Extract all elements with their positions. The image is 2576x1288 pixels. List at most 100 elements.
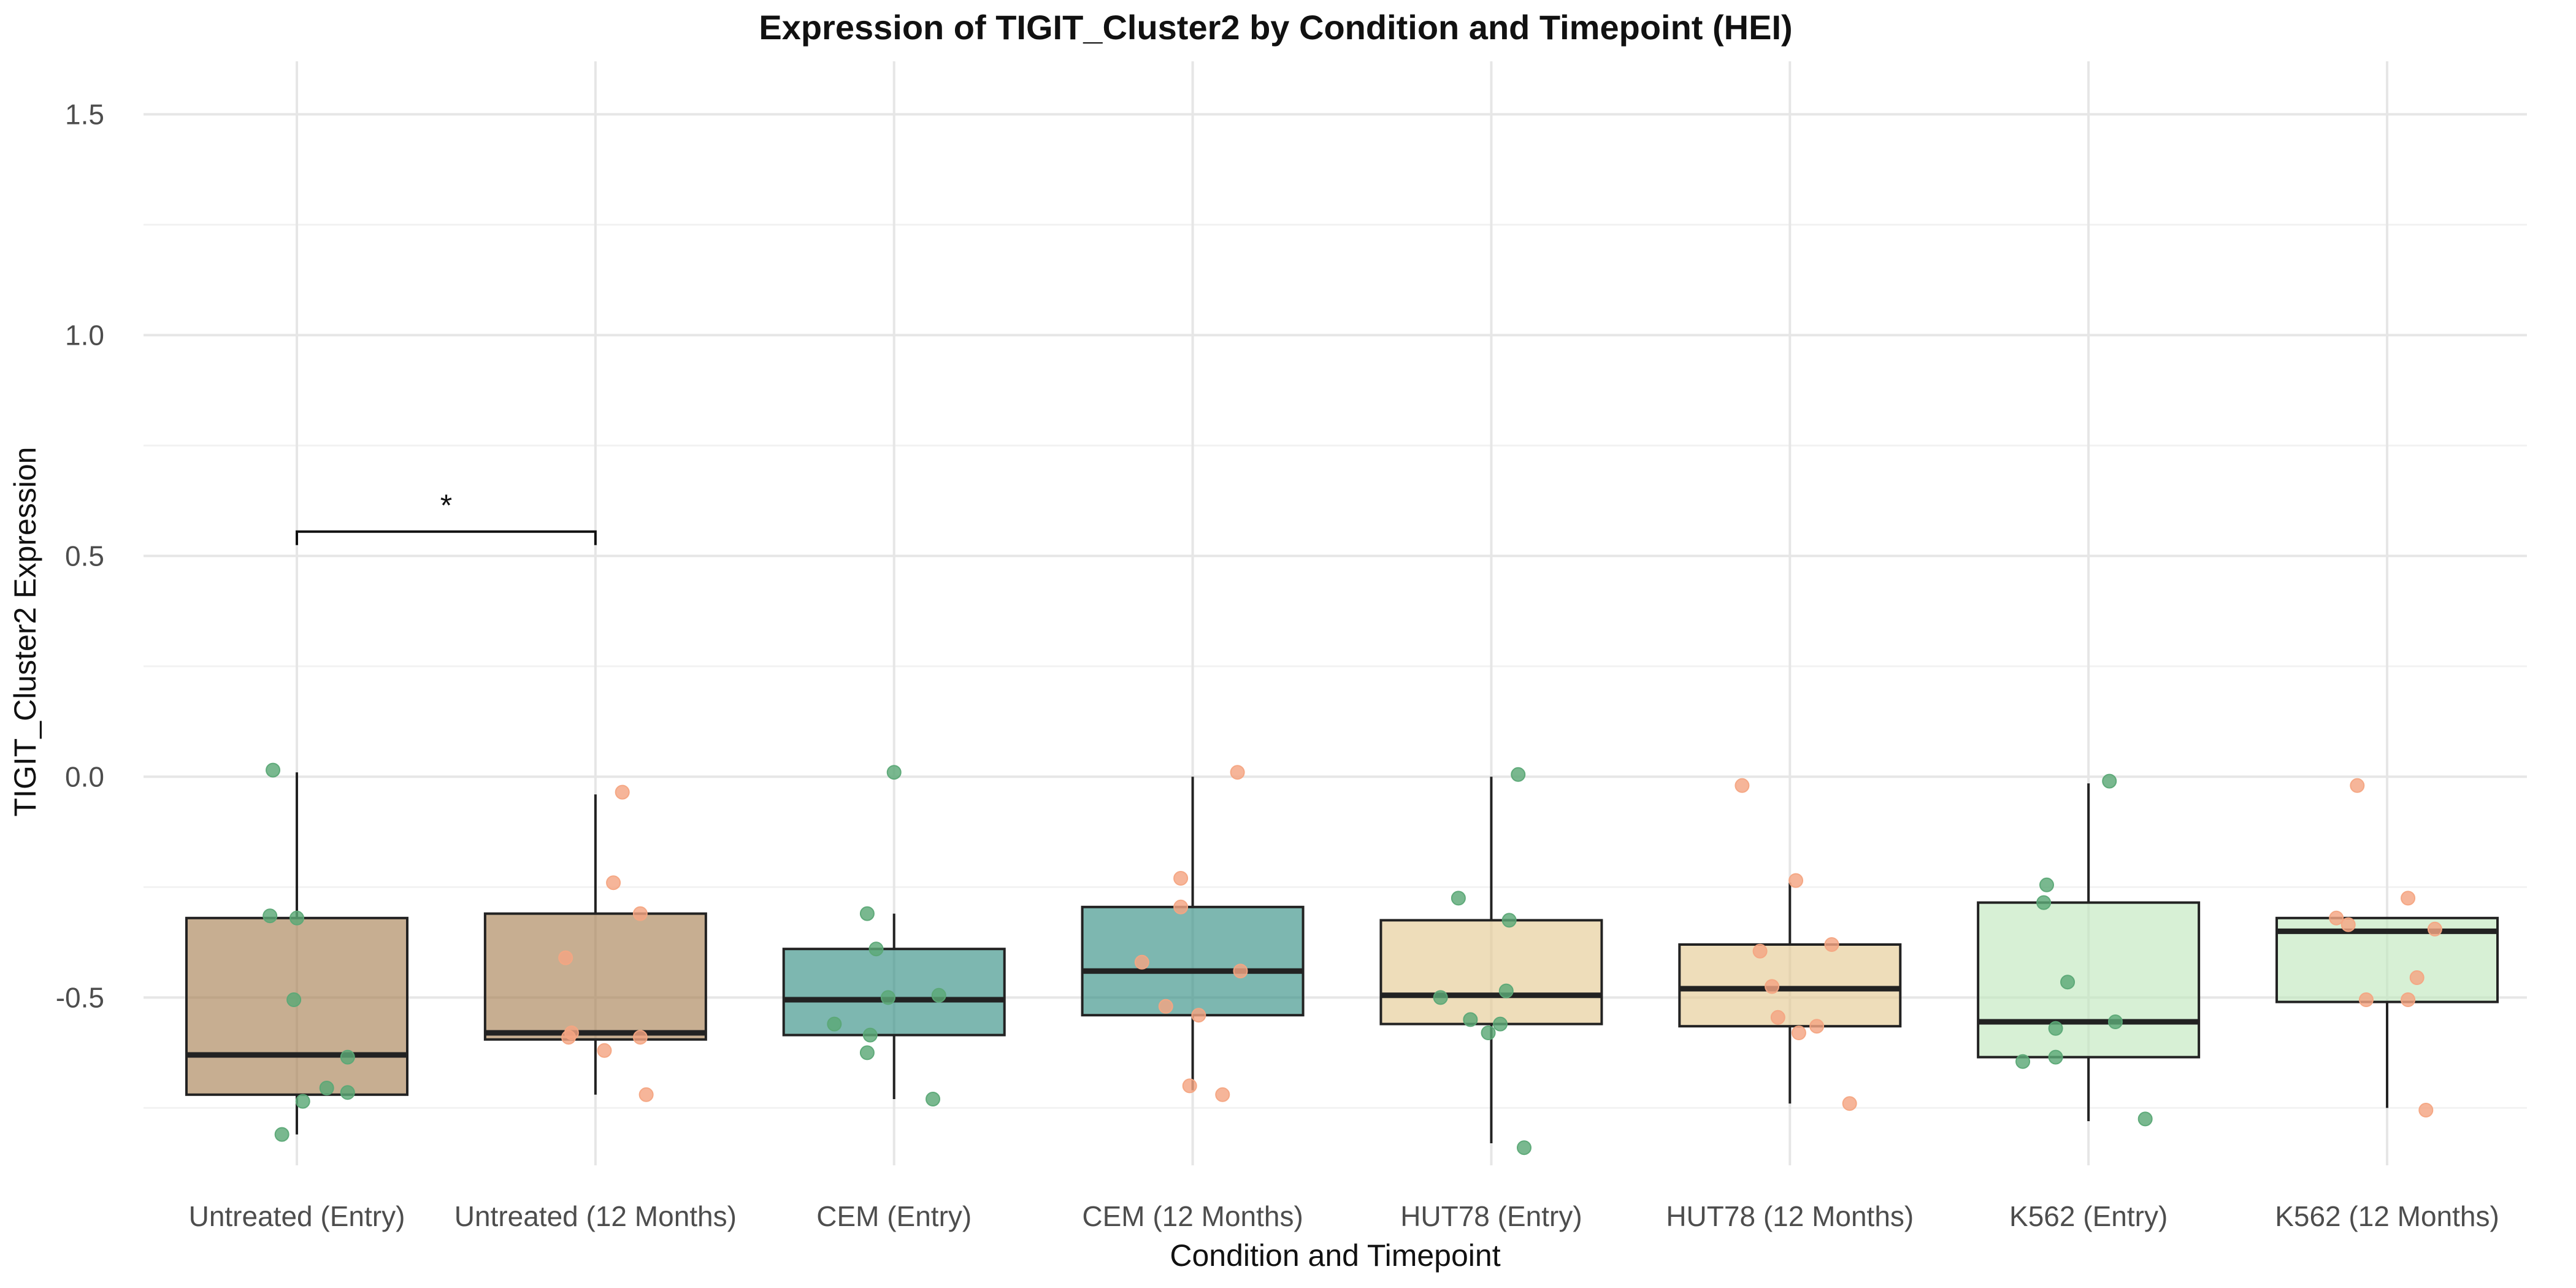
data-point [931,987,946,1003]
data-point [1182,1078,1197,1094]
data-point [1233,964,1248,979]
data-point [2401,992,2416,1007]
data-point [1735,778,1750,793]
data-point [1481,1025,1496,1040]
data-point [606,875,621,891]
data-point [597,1043,612,1058]
y-tick-label: 1.5 [65,98,104,130]
data-point [615,784,630,800]
data-point [340,1085,355,1100]
data-point [1842,1096,1857,1111]
data-point [2102,773,2117,789]
y-tick-label: 1.0 [65,319,104,351]
x-tick-label: HUT78 (12 Months) [1666,1200,1914,1232]
data-point [2409,970,2425,985]
data-point [561,1030,577,1045]
data-point [2039,877,2054,892]
whisker-layer [296,772,2389,1143]
x-tick-label: CEM (Entry) [816,1200,972,1232]
box-layer [185,901,2499,1096]
data-point [2350,778,2365,793]
data-point [1173,899,1189,914]
data-point [319,1081,334,1095]
data-point [1501,913,1517,928]
data-point [886,765,902,780]
x-tick-label: Untreated (12 Months) [454,1200,737,1232]
y-tick-label: 0.0 [65,761,104,792]
data-point [2340,917,2356,932]
data-point [266,762,281,778]
data-point [2401,891,2416,906]
box-iqr [1977,901,2201,1059]
data-point [263,908,278,924]
significance-label: * [440,488,452,523]
data-point [1791,1025,1806,1040]
data-point [1173,871,1189,886]
data-point [1493,1016,1508,1032]
data-point [1191,1008,1206,1023]
annotation-layer: * [296,488,597,545]
box-iqr [1379,919,1603,1025]
y-tick-label: 0.5 [65,540,104,572]
box-iqr [483,912,707,1041]
data-point [862,1027,878,1043]
data-point [2107,1014,2123,1029]
chart-title: Expression of TIGIT_Cluster2 by Conditio… [759,8,1792,47]
box-iqr [1081,905,1305,1017]
box-iqr [782,948,1006,1037]
data-point [1752,943,1768,959]
data-point [859,1045,875,1060]
data-point [2358,992,2374,1007]
x-tick-label: HUT78 (Entry) [1400,1200,1582,1232]
data-point [1433,990,1448,1005]
data-point [340,1049,355,1065]
data-point [1463,1012,1478,1027]
data-point [2015,1054,2031,1069]
data-point [2048,1021,2063,1036]
data-point [1215,1087,1230,1102]
data-point [1158,999,1173,1014]
data-point [274,1127,289,1142]
data-point [1498,983,1514,999]
data-point [1516,1140,1531,1156]
box-iqr [1678,943,1902,1028]
data-point [558,950,573,965]
data-point [2036,895,2052,910]
data-point [286,992,302,1007]
y-axis-title: TIGIT_Cluster2 Expression [8,447,42,817]
data-point [632,906,648,921]
significance-bracket [296,530,597,545]
data-point [289,910,304,926]
data-point [2060,975,2076,990]
y-tick-labels: -0.5 0.0 0.5 1.0 1.5 [56,98,104,1013]
data-point [1451,891,1466,906]
data-point [1134,954,1149,970]
y-tick-label: -0.5 [56,981,104,1013]
data-point [2418,1103,2434,1117]
data-point [632,1030,648,1045]
data-point [868,941,884,957]
x-tick-label: K562 (12 Months) [2275,1200,2499,1232]
data-point [1770,1010,1785,1025]
data-point [1511,767,1526,782]
data-point [1788,873,1804,888]
data-point [926,1092,941,1106]
x-tick-label: CEM (12 Months) [1082,1200,1303,1232]
data-point [2427,921,2442,937]
data-point [2329,910,2344,926]
x-axis-title: Condition and Timepoint [1170,1238,1500,1273]
x-tick-labels: Untreated (Entry) Untreated (12 Months) CE… [189,1200,2499,1232]
data-point [880,990,895,1005]
x-tick-label: K562 (Entry) [2009,1200,2168,1232]
data-point [1824,937,1839,952]
data-point [2137,1111,2153,1127]
x-tick-label: Untreated (Entry) [189,1200,405,1232]
data-point [1230,765,1245,780]
data-point [1809,1019,1825,1034]
data-point [1765,979,1780,994]
data-point [2048,1049,2063,1065]
data-point [859,906,875,921]
data-point [638,1087,654,1102]
